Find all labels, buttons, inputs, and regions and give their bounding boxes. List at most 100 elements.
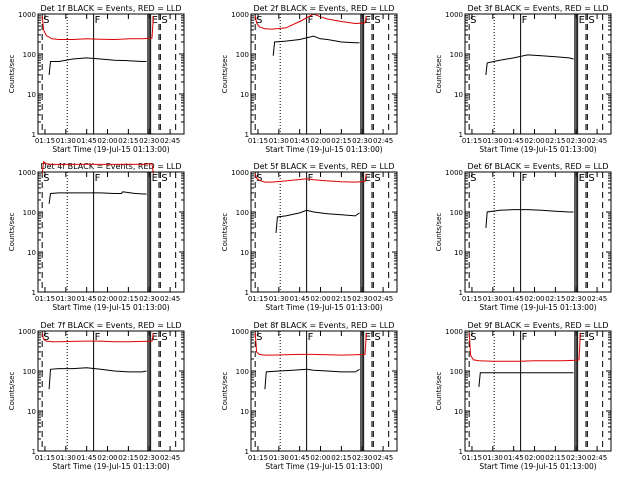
x-tick-label: 02:30 [566,454,586,462]
lld-line [468,332,581,362]
x-axis-label: Start Time (19-Jul-15 01:13:00) [265,303,382,312]
y-tick-label: 1000 [445,11,463,19]
marker-label: S [161,173,167,184]
events-line [485,209,574,228]
y-tick-label: 10 [454,249,463,257]
x-tick-label: 02:45 [587,137,607,145]
x-tick-label: 01:15 [248,454,268,462]
marker-label: S [470,332,476,343]
x-tick-label: 02:30 [139,454,159,462]
y-tick-label: 1 [32,131,36,139]
marker-label: S [43,332,49,343]
x-tick-label: 02:15 [331,295,351,303]
marker-label: F [308,173,314,184]
y-tick-label: 1 [32,448,36,456]
panel-title: Det 7f BLACK = Events, RED = LLD [40,321,181,330]
x-tick-label: 02:00 [524,295,544,303]
x-tick-label: 01:30 [56,454,76,462]
marker-label: S [588,15,594,26]
x-tick-label: 02:30 [139,295,159,303]
plot-frame [464,330,612,452]
marker-label: S [588,332,594,343]
x-tick-label: 01:45 [504,295,524,303]
x-tick-label: 02:00 [97,295,117,303]
x-tick-label: 01:45 [77,137,97,145]
marker-label: F [95,173,101,184]
y-tick-label: 1 [245,289,249,297]
y-tick-label: 100 [23,368,36,376]
y-tick-label: 1000 [18,11,36,19]
x-tick-label: 01:15 [248,295,268,303]
y-axis-label: Counts/sec [8,55,16,94]
y-tick-label: 1 [245,448,249,456]
y-tick-label: 10 [454,91,463,99]
marker-label: F [95,15,101,26]
x-tick-label: 01:15 [462,295,482,303]
marker-label: F [308,332,314,343]
y-tick-label: 10 [27,249,36,257]
x-tick-label: 01:15 [35,137,55,145]
marker-label: F [522,173,528,184]
lld-line [41,332,154,343]
y-tick-label: 100 [23,51,36,59]
x-tick-label: 01:30 [269,454,289,462]
x-tick-label: 01:30 [56,137,76,145]
x-tick-label: 01:45 [290,454,310,462]
events-line [275,209,360,233]
x-axis-label: Start Time (19-Jul-15 01:13:00) [479,145,596,154]
x-axis-label: Start Time (19-Jul-15 01:13:00) [52,303,169,312]
x-tick-label: 02:30 [352,137,372,145]
x-axis-label: Start Time (19-Jul-15 01:13:00) [479,462,596,471]
x-tick-label: 01:15 [462,454,482,462]
plot-frame [464,13,612,135]
y-tick-label: 100 [450,209,463,217]
y-tick-label: 1 [32,289,36,297]
x-tick-label: 02:00 [524,454,544,462]
x-tick-label: 02:00 [310,295,330,303]
x-tick-label: 01:45 [77,454,97,462]
x-tick-label: 02:45 [373,137,393,145]
lld-line [254,173,367,183]
x-tick-label: 01:30 [56,295,76,303]
x-axis-label: Start Time (19-Jul-15 01:13:00) [479,303,596,312]
y-tick-label: 100 [450,368,463,376]
x-tick-label: 02:00 [97,137,117,145]
y-tick-label: 10 [27,408,36,416]
panel-title: Det 3f BLACK = Events, RED = LLD [467,4,608,13]
marker-label: S [470,173,476,184]
y-axis-label: Counts/sec [435,213,443,252]
x-tick-label: 02:00 [524,137,544,145]
events-line [485,54,574,75]
marker-label: S [256,15,262,26]
marker-label: S [161,15,167,26]
x-axis-label: Start Time (19-Jul-15 01:13:00) [265,462,382,471]
marker-label: S [43,173,49,184]
x-axis-label: Start Time (19-Jul-15 01:13:00) [52,462,169,471]
x-tick-label: 01:30 [269,295,289,303]
marker-label: E [365,173,371,184]
x-tick-label: 01:45 [504,137,524,145]
y-tick-label: 1 [245,131,249,139]
y-tick-label: 1000 [445,328,463,336]
x-tick-label: 01:30 [483,295,503,303]
marker-label: E [579,173,585,184]
x-axis-label: Start Time (19-Jul-15 01:13:00) [52,145,169,154]
x-tick-label: 02:30 [139,137,159,145]
y-axis-label: Counts/sec [435,55,443,94]
x-tick-label: 02:30 [566,295,586,303]
y-tick-label: 1 [459,289,463,297]
y-tick-label: 100 [236,51,249,59]
y-tick-label: 100 [236,368,249,376]
marker-label: E [152,173,158,184]
x-tick-label: 02:00 [97,454,117,462]
marker-label: E [152,15,158,26]
marker-label: F [95,332,101,343]
plot-frame [250,330,398,452]
x-tick-label: 01:45 [290,137,310,145]
